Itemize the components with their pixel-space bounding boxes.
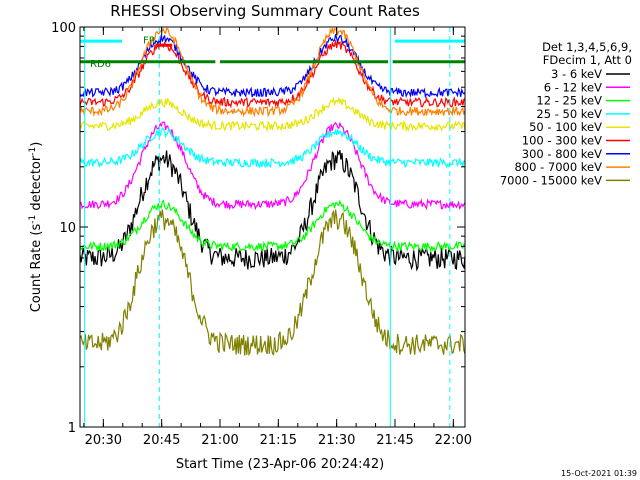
legend-entry-label: 3 - 6 keV <box>551 67 602 81</box>
legend-entry-label: 12 - 25 keV <box>536 94 602 108</box>
legend-entry-label: 7000 - 15000 keV <box>500 173 602 187</box>
footer-timestamp: 15-Oct-2021 01:39 <box>561 469 637 478</box>
series-line <box>79 96 466 133</box>
x-tick-label: 22:00 <box>435 433 472 448</box>
y-tick-label: 100 <box>51 21 76 36</box>
legend-entry-label: 6 - 12 keV <box>544 80 602 94</box>
series-layer <box>79 27 466 357</box>
series-line <box>79 121 466 211</box>
series-line <box>79 126 466 169</box>
x-tick-label: 21:45 <box>376 433 413 448</box>
x-tick-label: 21:00 <box>201 433 238 448</box>
x-tick-label: 20:45 <box>143 433 180 448</box>
legend: Det 1,3,4,5,6,9, FDecim 1, Att 0 3 - 6 k… <box>500 40 632 187</box>
rd6-annotation: RD6 <box>90 59 111 70</box>
legend-entry-label: 800 - 7000 keV <box>514 160 602 174</box>
fr-annotation: FR <box>143 35 156 46</box>
legend-entry-label: 25 - 50 keV <box>536 107 602 121</box>
x-tick-label: 21:30 <box>318 433 355 448</box>
y-axis-label: Count Rate (s-1 detector-1) <box>28 142 44 313</box>
series-line <box>79 199 466 254</box>
overlay-layer: RD6 FR <box>80 27 465 427</box>
x-tick-label: 21:15 <box>260 433 297 448</box>
x-axis-label: Start Time (23-Apr-06 20:24:42) <box>176 457 384 472</box>
x-tick-label: 20:30 <box>85 433 122 448</box>
y-tick-label: 1 <box>68 421 76 436</box>
legend-header-line-2: FDecim 1, Att 0 <box>543 53 632 67</box>
y-tick-label: 10 <box>59 221 76 236</box>
y-axis: 1 10 100 <box>51 21 465 436</box>
series-line <box>79 209 466 357</box>
x-axis: 20:30 20:45 21:00 21:15 21:30 21:45 22:00 <box>83 27 472 448</box>
legend-header-line-1: Det 1,3,4,5,6,9, <box>542 40 632 54</box>
series-line <box>79 27 466 118</box>
legend-entry-label: 50 - 100 keV <box>529 120 602 134</box>
legend-entry-label: 100 - 300 keV <box>522 134 602 148</box>
chart-title: RHESSI Observing Summary Count Rates <box>110 2 420 20</box>
legend-entry-label: 300 - 800 keV <box>522 147 602 161</box>
